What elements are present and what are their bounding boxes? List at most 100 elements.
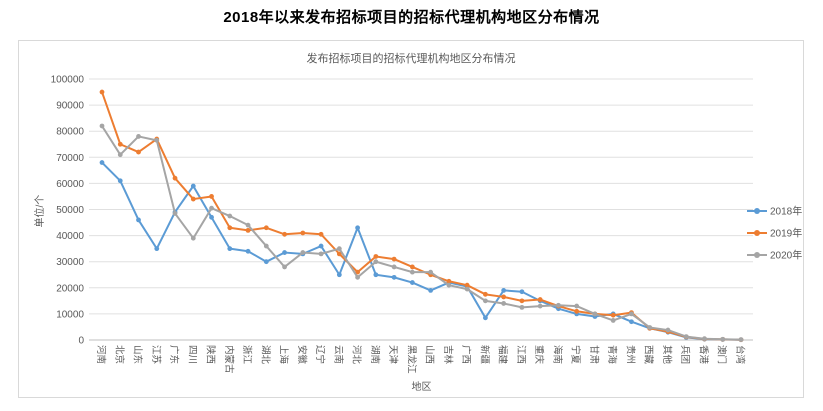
data-point: [263, 225, 269, 231]
data-point: [409, 280, 415, 285]
legend-marker-dot: [754, 208, 760, 214]
x-axis-label: 天津: [387, 345, 398, 365]
data-point: [629, 311, 634, 317]
data-point: [282, 250, 287, 255]
y-tick-label: 60000: [56, 179, 84, 190]
legend-marker-dot: [754, 230, 760, 236]
x-axis-label: 浙江: [241, 345, 253, 365]
data-point: [483, 298, 488, 304]
data-point: [318, 243, 324, 249]
x-axis-label: 重庆: [533, 345, 545, 365]
data-point: [610, 312, 616, 318]
x-axis-label: 安徽: [296, 345, 308, 365]
data-point: [300, 250, 306, 255]
x-axis-label: 辽宁: [314, 345, 326, 364]
data-point: [190, 183, 196, 189]
x-axis-label: 海南: [551, 345, 563, 364]
series-2018年: [99, 160, 744, 343]
page-title: 2018年以来发布招标项目的招标代理机构地区分布情况: [223, 9, 600, 26]
data-point: [702, 336, 707, 342]
x-axis-ticks: 河南 北京 山东 江苏 广东 四川 陕西 内蒙古 浙江 湖北 上海 安徽 辽宁 云南 河北 湖南 天津 黑龙江 山西…: [95, 345, 746, 374]
data-point: [154, 246, 160, 252]
x-axis-label: 黑龙江: [405, 345, 417, 374]
y-tick-label: 90000: [56, 101, 84, 112]
y-axis-title: 单位/个: [33, 195, 46, 228]
x-axis-label: 澳门: [716, 345, 728, 364]
x-axis-label: 山东: [132, 345, 144, 364]
x-axis-label: 四川: [186, 345, 197, 364]
data-point: [720, 336, 726, 342]
data-point: [136, 134, 141, 139]
data-point: [99, 123, 105, 129]
data-point: [665, 327, 671, 333]
data-point: [391, 274, 397, 280]
x-axis-label: 河北: [351, 345, 363, 365]
data-point: [446, 282, 452, 288]
data-point: [209, 214, 214, 220]
data-point: [117, 152, 123, 158]
data-point: [300, 230, 306, 236]
x-axis-label: 贵州: [624, 345, 636, 364]
data-point: [556, 302, 561, 308]
y-axis-ticks: 0 10000 20000 30000 40000 50000 60000 70000 8000…: [51, 75, 85, 347]
data-point: [574, 308, 580, 314]
data-point: [629, 319, 634, 325]
legend-item-2019年: 2019年: [747, 227, 802, 240]
data-point: [336, 246, 342, 252]
data-point: [683, 334, 689, 340]
legend-label: 2018年: [770, 205, 802, 218]
x-axis-label: 湖北: [259, 345, 270, 365]
gridlines: [89, 78, 753, 341]
x-axis-label: 山西: [424, 345, 435, 364]
data-point: [209, 205, 214, 211]
data-point: [391, 264, 397, 270]
x-axis-label: 江苏: [150, 345, 162, 365]
data-point: [483, 315, 488, 321]
data-point: [318, 231, 324, 237]
x-axis-label: 新疆: [478, 345, 490, 365]
data-point: [501, 301, 507, 306]
x-axis-label: 兵团: [679, 345, 691, 364]
legend-marker-dot: [754, 252, 760, 258]
x-axis-label: 宁夏: [570, 345, 582, 365]
data-point: [263, 243, 269, 249]
line-chart: 0 10000 20000 30000 40000 50000 60000 70000 8000…: [33, 75, 802, 394]
series-2020年: [99, 123, 744, 343]
y-tick-label: 100000: [51, 75, 85, 86]
y-tick-label: 50000: [56, 205, 84, 216]
data-point: [209, 194, 214, 199]
chart-title: 发布招标项目的招标代理机构地区分布情况: [306, 53, 516, 65]
x-axis-label: 香港: [697, 345, 709, 365]
x-axis-label: 青海: [606, 345, 618, 365]
data-point: [501, 294, 507, 300]
data-point: [355, 269, 360, 275]
data-point: [263, 259, 269, 265]
x-axis-label: 云南: [332, 345, 344, 364]
legend-label: 2020年: [770, 249, 802, 262]
x-axis-label: 福建: [497, 345, 509, 365]
data-point: [117, 141, 123, 147]
data-point: [227, 246, 233, 252]
x-axis-label: 吉林: [442, 345, 454, 365]
x-axis-label: 上海: [278, 345, 290, 365]
data-point: [610, 318, 616, 323]
data-point: [409, 269, 415, 275]
data-point: [409, 264, 415, 270]
x-axis-label: 河南: [95, 345, 107, 364]
data-point: [245, 248, 251, 254]
x-axis-label: 广西: [460, 345, 472, 364]
data-point: [227, 225, 233, 231]
data-point: [136, 217, 141, 223]
y-tick-label: 40000: [56, 231, 84, 242]
data-point: [391, 256, 397, 262]
series-line: [101, 91, 742, 341]
data-point: [647, 325, 653, 330]
data-point: [373, 272, 379, 278]
x-axis-label: 其他: [661, 345, 673, 365]
data-point: [282, 264, 287, 270]
legend-item-2018年: 2018年: [747, 205, 802, 218]
legend: 2018年 2019年 2020年: [747, 205, 802, 262]
data-point: [172, 211, 178, 216]
data-point: [428, 269, 434, 275]
